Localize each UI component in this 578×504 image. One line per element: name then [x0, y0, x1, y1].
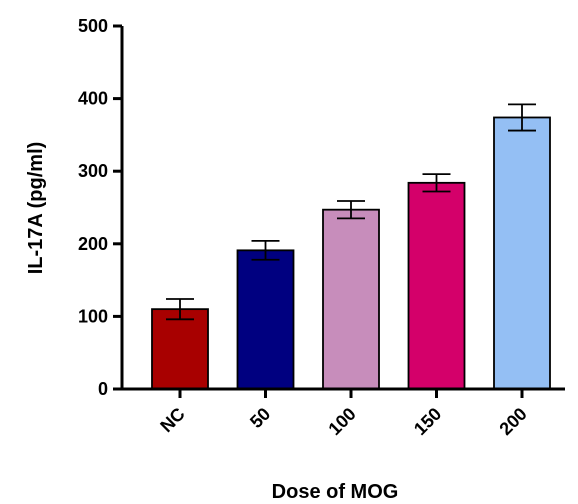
y-tick-label: 100 [78, 306, 108, 326]
bar-100 [322, 208, 380, 390]
y-tick-label: 400 [78, 89, 108, 109]
x-axis-title: Dose of MOG [272, 481, 399, 503]
bars [151, 103, 551, 390]
y-tick-label: 0 [98, 379, 108, 399]
x-tick-label: 50 [246, 404, 274, 432]
bar-150 [407, 181, 466, 390]
x-tick-label: 100 [324, 404, 359, 439]
y-tick-label: 300 [78, 161, 108, 181]
bar-200 [493, 116, 551, 390]
bar-NC [151, 308, 209, 390]
y-tick-label: 200 [78, 234, 108, 254]
x-tick-label: 150 [410, 404, 445, 439]
bar-50 [236, 249, 295, 390]
x-axis: NC 50 100 150 200 [120, 387, 565, 439]
x-tick-label: 200 [495, 404, 530, 439]
x-tick-label: NC [156, 404, 189, 437]
y-axis: 0 100 200 300 400 500 [78, 16, 124, 399]
y-tick-label: 500 [78, 16, 108, 36]
y-axis-title: IL-17A (pg/ml) [25, 142, 47, 275]
